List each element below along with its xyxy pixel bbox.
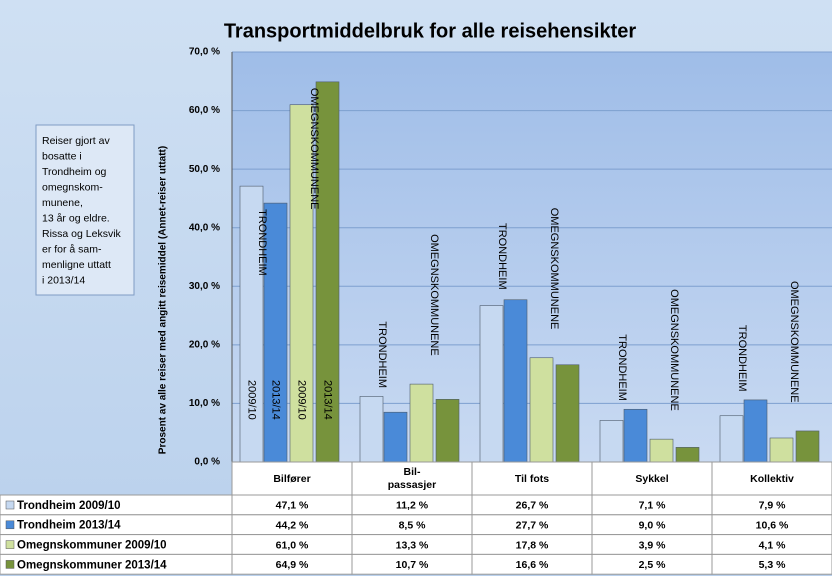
table-value: 8,5 %	[399, 519, 427, 531]
table-value: 17,8 %	[516, 539, 549, 551]
bar	[769, 437, 794, 463]
annotation-line: 13 år og eldre.	[42, 212, 110, 224]
annotation-line: omegnskom-	[42, 181, 103, 193]
bar	[719, 415, 744, 463]
group-label: TRONDHEIM	[376, 321, 388, 388]
period-label: 2009/10	[246, 380, 258, 420]
group-label: OMEGNSKOMMUNENE	[308, 88, 320, 210]
annotation-line: er for å sam-	[42, 243, 102, 255]
table-header-cell	[591, 461, 713, 496]
table-value: 10,7 %	[396, 559, 429, 571]
period-label: 2013/14	[270, 380, 282, 420]
table-value: 5,3 %	[759, 559, 787, 571]
legend-swatch	[5, 520, 15, 530]
chart-title: Transportmiddelbruk for alle reisehensik…	[224, 20, 637, 42]
group-label: TRONDHEIM	[616, 334, 628, 401]
annotation-line: i 2013/14	[42, 274, 85, 286]
bar	[383, 411, 408, 463]
x-tick-label: Bilfører	[273, 473, 310, 485]
group-label: TRONDHEIM	[736, 325, 748, 392]
x-tick-label: Til fots	[515, 473, 549, 485]
y-tick-label: 70,0 %	[189, 47, 220, 58]
table-value: 7,1 %	[639, 500, 667, 512]
bar	[435, 399, 460, 463]
bar	[743, 399, 768, 463]
annotation-line: Reiser gjort av	[42, 135, 110, 147]
table-value: 47,1 %	[276, 500, 309, 512]
group-label: OMEGNSKOMMUNENE	[668, 289, 680, 411]
table-value: 7,9 %	[759, 500, 787, 512]
annotation-line: bosatte i	[42, 150, 82, 162]
table-value: 3,9 %	[639, 539, 667, 551]
table-value: 44,2 %	[276, 519, 309, 531]
table-value: 64,9 %	[276, 559, 309, 571]
y-tick-label: 40,0 %	[189, 222, 220, 233]
y-tick-label: 20,0 %	[189, 339, 220, 350]
y-tick-label: 0,0 %	[194, 457, 220, 468]
y-tick-label: 30,0 %	[189, 281, 220, 292]
annotation-box	[35, 124, 135, 296]
period-label: 2013/14	[322, 380, 334, 420]
x-tick-label: Sykkel	[635, 473, 668, 485]
annotation-line: munene,	[42, 197, 83, 209]
table-value: 9,0 %	[639, 519, 667, 531]
table-value: 16,6 %	[516, 559, 549, 571]
table-value: 2,5 %	[639, 559, 667, 571]
x-tick-label: Bil-	[404, 466, 421, 478]
y-axis-label: Prosent av alle reiser med angitt reisem…	[158, 146, 169, 454]
bar	[479, 305, 504, 463]
bar	[503, 299, 528, 463]
table-header-cell	[711, 461, 832, 496]
legend-swatch	[5, 500, 15, 510]
bar	[529, 357, 554, 463]
x-tick-label: Kollektiv	[750, 473, 794, 485]
bar	[675, 447, 700, 463]
legend-label: Omegnskommuner 2013/14	[17, 559, 167, 571]
annotation-line: menligne uttatt	[42, 259, 111, 271]
legend-label: Omegnskommuner 2009/10	[17, 540, 167, 552]
bar	[409, 383, 434, 463]
group-label: OMEGNSKOMMUNENE	[548, 208, 560, 330]
legend-label: Trondheim 2013/14	[17, 520, 121, 532]
table-value: 61,0 %	[276, 539, 309, 551]
bar	[623, 408, 648, 463]
bar	[599, 420, 624, 463]
table-value: 26,7 %	[516, 500, 549, 512]
annotation-line: Rissa og Leksvik	[42, 228, 122, 240]
legend-swatch	[5, 560, 15, 569]
legend-swatch	[5, 540, 15, 549]
table-header-cell	[351, 461, 473, 496]
y-tick-label: 10,0 %	[189, 398, 220, 409]
bar	[555, 364, 580, 463]
table-cell	[711, 553, 832, 575]
group-label: TRONDHEIM	[256, 209, 268, 276]
table-value: 11,2 %	[396, 500, 429, 512]
legend-label: Trondheim 2009/10	[17, 500, 121, 512]
bar	[649, 438, 674, 463]
table-value: 10,6 %	[756, 519, 789, 531]
y-tick-label: 60,0 %	[189, 105, 220, 116]
bar	[795, 430, 820, 463]
bar	[359, 396, 384, 463]
table-header-cell	[471, 461, 593, 496]
group-label: OMEGNSKOMMUNENE	[428, 234, 440, 356]
table-value: 27,7 %	[516, 519, 549, 531]
group-label: TRONDHEIM	[496, 223, 508, 290]
table-value: 13,3 %	[396, 539, 429, 551]
x-tick-label: passasjer	[388, 479, 436, 491]
y-tick-label: 50,0 %	[189, 164, 220, 175]
table-value: 4,1 %	[759, 539, 787, 551]
group-label: OMEGNSKOMMUNENE	[788, 281, 800, 403]
annotation-line: Trondheim og	[42, 166, 107, 178]
period-label: 2009/10	[296, 380, 308, 420]
